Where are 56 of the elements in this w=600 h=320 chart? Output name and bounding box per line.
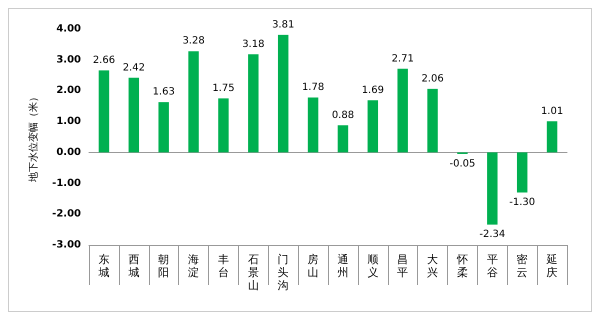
data-label: 2.42: [122, 62, 145, 74]
bar: [218, 98, 229, 152]
x-tick-label: 西城: [127, 253, 140, 279]
data-label: -0.05: [450, 158, 476, 170]
data-label: 1.01: [540, 106, 564, 117]
data-label: 2.71: [392, 53, 414, 64]
data-label: 1.78: [302, 82, 324, 94]
bar: [278, 34, 288, 152]
data-label: 0.88: [332, 110, 354, 121]
y-tick-label: 2.00: [56, 85, 82, 96]
bar: [368, 100, 378, 152]
data-label: 1.63: [152, 86, 175, 98]
bar: [98, 70, 110, 152]
x-tick-label: 昌平: [397, 253, 408, 279]
y-tick-label: 0.00: [56, 146, 82, 158]
y-tick-label: -2.00: [52, 208, 82, 220]
bar: [188, 51, 199, 152]
x-tick-label: 房山: [308, 253, 319, 279]
x-tick-label: 丰台: [218, 253, 229, 279]
y-tick-label: 3.00: [56, 54, 82, 66]
x-tick-label: 朝阳: [158, 253, 170, 279]
data-label: 3.81: [272, 19, 294, 30]
data-label: 3.18: [242, 38, 264, 50]
bar: [338, 125, 348, 152]
bar: [248, 54, 259, 152]
data-label: 2.06: [421, 73, 444, 84]
data-label: 2.66: [92, 54, 116, 66]
x-tick-label: 大兴: [427, 253, 438, 279]
x-tick-label: 延庆: [546, 253, 558, 279]
bar: [516, 152, 528, 193]
y-tick-label: 4.00: [56, 24, 82, 34]
y-tick-label: -1.00: [52, 178, 82, 189]
bar: [546, 121, 558, 152]
x-tick-label: 通州: [337, 253, 348, 279]
x-tick-label: 平谷: [486, 253, 498, 279]
data-label: 1.75: [212, 82, 235, 94]
data-label: -2.34: [479, 229, 506, 240]
x-tick-label: 海淀: [188, 253, 200, 279]
y-tick-label: -3.00: [52, 240, 82, 250]
x-tick-label: 怀柔: [456, 253, 468, 279]
x-tick-label: 东城: [97, 253, 110, 279]
bar: [397, 68, 408, 152]
x-tick-label: 石景山: [248, 253, 259, 292]
bar: [427, 88, 438, 152]
bar: [487, 152, 498, 225]
data-label: 3.28: [182, 36, 205, 47]
x-tick-label: 顺义: [367, 253, 378, 279]
y-axis-title: 地下水位变幅（米）: [28, 92, 40, 183]
data-label: -1.30: [509, 197, 536, 208]
data-label: 1.69: [362, 84, 384, 96]
y-tick-label: 1.00: [56, 116, 82, 128]
bar: [128, 78, 140, 152]
x-tick-label: 密云: [516, 253, 528, 279]
bar: [158, 102, 169, 152]
bar: [308, 98, 318, 152]
x-tick-label: 门头沟: [278, 253, 289, 292]
